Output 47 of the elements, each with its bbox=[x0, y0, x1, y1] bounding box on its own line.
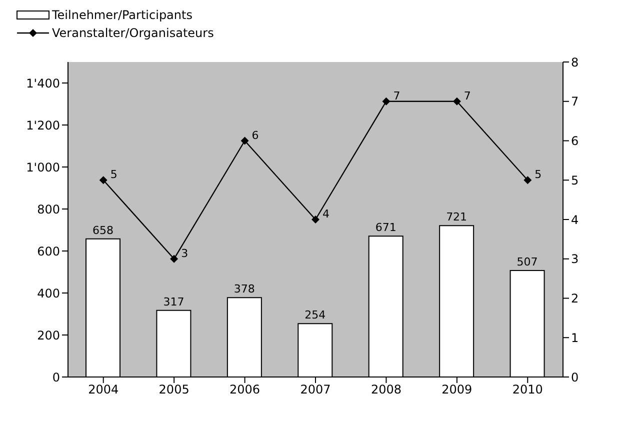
y-tick-label: 600 bbox=[37, 244, 60, 258]
y-tick-label: 1'200 bbox=[26, 118, 60, 132]
data-label: 378 bbox=[234, 282, 255, 296]
x-tick-label: 2004 bbox=[88, 382, 119, 397]
point bbox=[452, 97, 461, 106]
y-tick-label: 1'400 bbox=[26, 76, 60, 90]
legend-label: Teilnehmer/Participants bbox=[52, 8, 192, 22]
data-label: 254 bbox=[304, 308, 326, 322]
x-tick-label: 2009 bbox=[442, 382, 472, 397]
point bbox=[382, 97, 390, 106]
x-tick-label: 2007 bbox=[300, 382, 331, 397]
data-label: 721 bbox=[446, 210, 468, 224]
point bbox=[99, 176, 108, 184]
legend-label: Veranstalter/Organisateurs bbox=[52, 26, 214, 40]
data-label: 3 bbox=[181, 246, 188, 260]
point bbox=[240, 136, 249, 145]
y2-tick-label: 7 bbox=[571, 94, 579, 109]
x-tick-label: 2010 bbox=[512, 382, 543, 397]
data-label: 317 bbox=[163, 295, 184, 308]
y2-tick-label: 5 bbox=[571, 173, 579, 188]
data-label: 7 bbox=[464, 89, 471, 102]
y2-tick-label: 8 bbox=[571, 55, 579, 70]
y-tick-label: 800 bbox=[37, 202, 60, 216]
y2-tick-label: 4 bbox=[571, 212, 579, 227]
y2-tick-label: 3 bbox=[571, 252, 579, 266]
point bbox=[312, 216, 320, 224]
point bbox=[524, 176, 532, 184]
y-tick-label: 400 bbox=[37, 286, 60, 300]
x-tick-label: 2008 bbox=[370, 382, 402, 397]
data-label: 507 bbox=[516, 256, 538, 269]
data-label: 671 bbox=[375, 221, 396, 234]
data-label: 5 bbox=[534, 168, 542, 182]
y2-tick-label: 6 bbox=[571, 134, 579, 148]
x-tick-label: 2005 bbox=[158, 382, 190, 397]
y2-tick-label: 2 bbox=[571, 292, 579, 306]
y2-tick-label: 0 bbox=[571, 370, 579, 384]
x-tick-label: 2006 bbox=[230, 382, 260, 397]
data-label: 6 bbox=[252, 128, 259, 142]
y-tick-label: 1'000 bbox=[26, 160, 60, 174]
y-tick-label: 0 bbox=[52, 370, 60, 384]
data-label: 7 bbox=[393, 89, 400, 102]
data-label: 658 bbox=[92, 224, 114, 237]
data-label: 4 bbox=[322, 208, 330, 221]
y2-tick-label: 1 bbox=[571, 330, 579, 345]
data-label: 5 bbox=[110, 168, 118, 182]
y-tick-label: 200 bbox=[37, 328, 60, 342]
point bbox=[170, 254, 178, 263]
